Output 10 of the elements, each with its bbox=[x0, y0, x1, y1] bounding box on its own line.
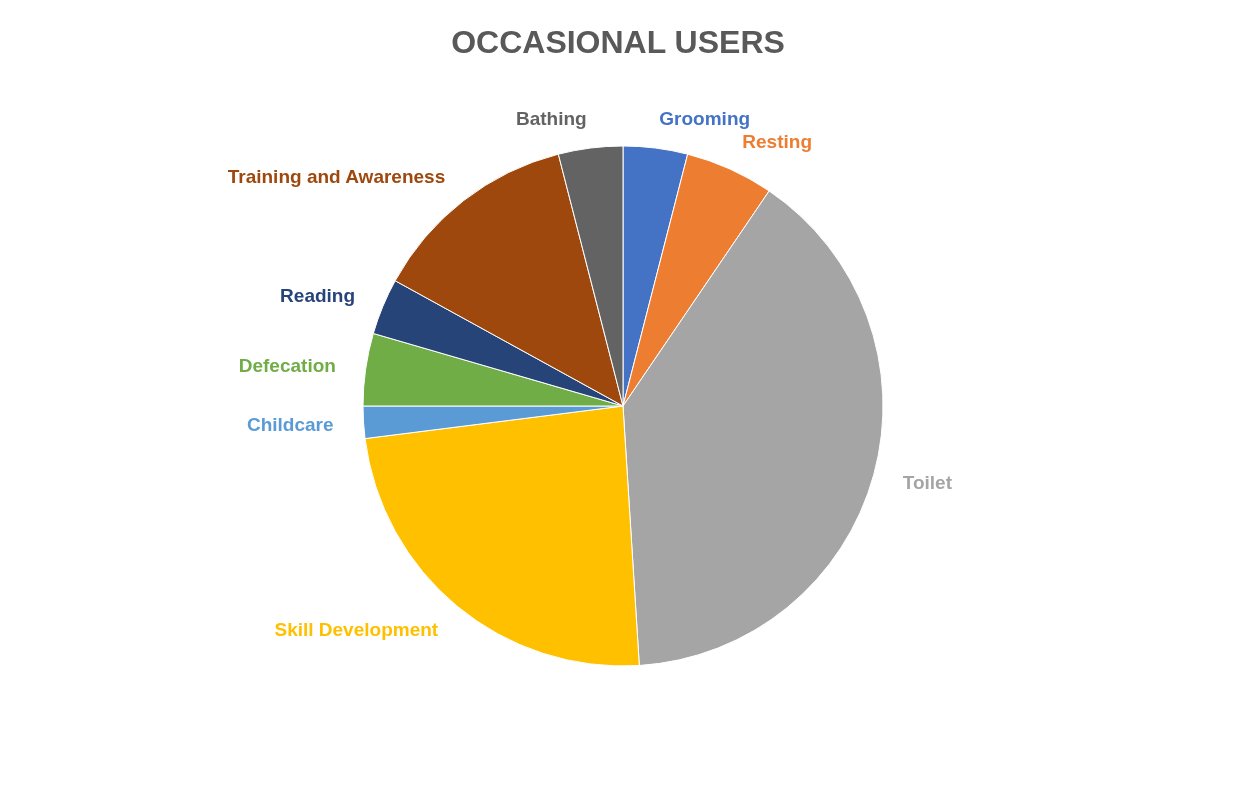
slice-label: Reading bbox=[280, 284, 356, 306]
slice-label: Childcare bbox=[246, 413, 334, 435]
slice-label: Skill Development bbox=[274, 618, 439, 640]
slice-label: Bathing bbox=[515, 107, 587, 129]
slice-label: Defecation bbox=[238, 354, 336, 376]
slice-label: Grooming bbox=[659, 107, 751, 129]
slice-label: Resting bbox=[742, 131, 813, 153]
slice-label: Training and Awareness bbox=[227, 166, 446, 188]
slice-label: Toilet bbox=[902, 472, 953, 494]
chart-title: OCCASIONAL USERS bbox=[450, 24, 786, 61]
